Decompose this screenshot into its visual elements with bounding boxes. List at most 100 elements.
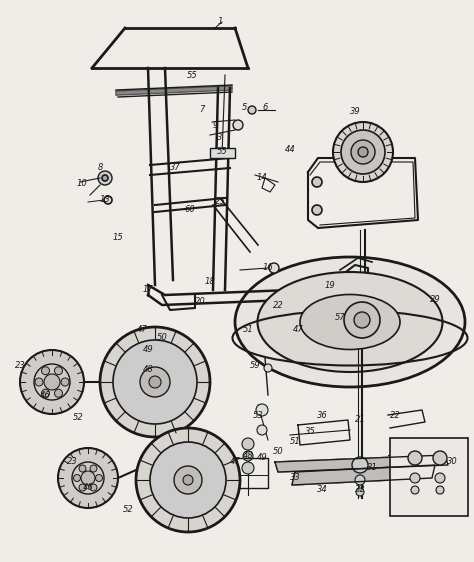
Text: 17: 17 xyxy=(143,285,154,294)
Circle shape xyxy=(433,451,447,465)
Text: 55: 55 xyxy=(217,147,228,156)
Text: 23: 23 xyxy=(67,457,77,466)
Circle shape xyxy=(162,369,174,381)
Text: 1: 1 xyxy=(217,17,223,26)
Circle shape xyxy=(136,428,240,532)
Circle shape xyxy=(162,336,174,348)
Circle shape xyxy=(150,442,226,518)
Text: 52: 52 xyxy=(123,505,133,514)
Text: 53: 53 xyxy=(253,410,264,419)
Text: 6: 6 xyxy=(262,103,268,112)
Text: 47: 47 xyxy=(229,457,240,466)
Text: 32: 32 xyxy=(355,486,365,495)
Text: 30: 30 xyxy=(447,457,457,466)
Circle shape xyxy=(344,302,380,338)
Text: 60: 60 xyxy=(185,206,195,215)
Text: 14: 14 xyxy=(256,174,267,183)
Text: 15: 15 xyxy=(113,233,123,242)
Circle shape xyxy=(408,451,422,465)
Circle shape xyxy=(61,378,69,386)
Ellipse shape xyxy=(235,257,465,387)
Text: 59: 59 xyxy=(250,360,260,369)
Text: 29: 29 xyxy=(429,296,440,305)
Circle shape xyxy=(55,389,63,397)
Ellipse shape xyxy=(300,294,400,350)
Circle shape xyxy=(436,486,444,494)
Text: 39: 39 xyxy=(350,107,360,116)
Circle shape xyxy=(58,448,118,508)
Text: 57: 57 xyxy=(335,314,346,323)
Circle shape xyxy=(256,404,268,416)
Circle shape xyxy=(233,120,243,130)
Text: 36: 36 xyxy=(317,410,328,419)
Circle shape xyxy=(174,466,202,494)
Polygon shape xyxy=(292,465,435,485)
Text: 37: 37 xyxy=(170,164,181,173)
Circle shape xyxy=(163,355,173,365)
Text: 49: 49 xyxy=(143,346,154,355)
Circle shape xyxy=(242,462,254,474)
Circle shape xyxy=(352,457,368,473)
Text: 51: 51 xyxy=(243,325,254,334)
Circle shape xyxy=(341,130,385,174)
Circle shape xyxy=(358,147,368,157)
Text: 34: 34 xyxy=(317,486,328,495)
Circle shape xyxy=(356,488,364,496)
Circle shape xyxy=(243,451,253,461)
Circle shape xyxy=(55,367,63,375)
Circle shape xyxy=(81,471,95,485)
Circle shape xyxy=(333,122,393,182)
Polygon shape xyxy=(275,455,448,472)
Circle shape xyxy=(44,374,60,390)
Text: 7: 7 xyxy=(199,106,205,115)
Text: 21: 21 xyxy=(355,415,365,424)
Circle shape xyxy=(354,312,370,328)
Circle shape xyxy=(95,474,102,482)
Text: 48: 48 xyxy=(143,365,154,374)
Text: 55: 55 xyxy=(187,70,197,79)
Text: 3: 3 xyxy=(217,134,223,143)
Circle shape xyxy=(242,438,254,450)
Circle shape xyxy=(312,177,322,187)
Text: 9: 9 xyxy=(212,120,218,129)
Text: 51: 51 xyxy=(290,437,301,446)
Circle shape xyxy=(149,376,161,388)
Text: 47: 47 xyxy=(292,325,303,334)
Circle shape xyxy=(351,140,375,164)
Text: 35: 35 xyxy=(305,428,315,437)
Text: 47: 47 xyxy=(137,325,147,334)
Circle shape xyxy=(79,484,86,491)
Text: 46: 46 xyxy=(82,483,93,492)
Text: 49: 49 xyxy=(256,454,267,463)
Text: 50: 50 xyxy=(156,333,167,342)
Text: 8: 8 xyxy=(97,164,103,173)
Text: 10: 10 xyxy=(77,179,87,188)
Circle shape xyxy=(435,473,445,483)
Text: 18: 18 xyxy=(205,278,215,287)
Text: 50: 50 xyxy=(273,447,283,456)
Circle shape xyxy=(411,486,419,494)
Circle shape xyxy=(269,263,279,273)
Ellipse shape xyxy=(257,272,443,372)
Text: 23: 23 xyxy=(15,360,26,369)
Circle shape xyxy=(410,473,420,483)
Circle shape xyxy=(264,364,272,372)
Circle shape xyxy=(312,205,322,215)
Circle shape xyxy=(355,475,365,485)
Circle shape xyxy=(90,484,97,491)
Circle shape xyxy=(102,175,108,181)
Circle shape xyxy=(35,378,43,386)
Circle shape xyxy=(104,196,112,204)
Text: 48: 48 xyxy=(243,451,254,460)
Circle shape xyxy=(248,106,256,114)
Circle shape xyxy=(73,474,81,482)
Circle shape xyxy=(42,367,49,375)
Text: 22: 22 xyxy=(390,410,401,419)
Text: 13: 13 xyxy=(100,196,110,205)
Text: 16: 16 xyxy=(263,264,273,273)
Bar xyxy=(210,148,235,158)
Circle shape xyxy=(257,425,267,435)
Circle shape xyxy=(79,465,86,472)
Circle shape xyxy=(20,350,84,414)
Circle shape xyxy=(140,367,170,397)
